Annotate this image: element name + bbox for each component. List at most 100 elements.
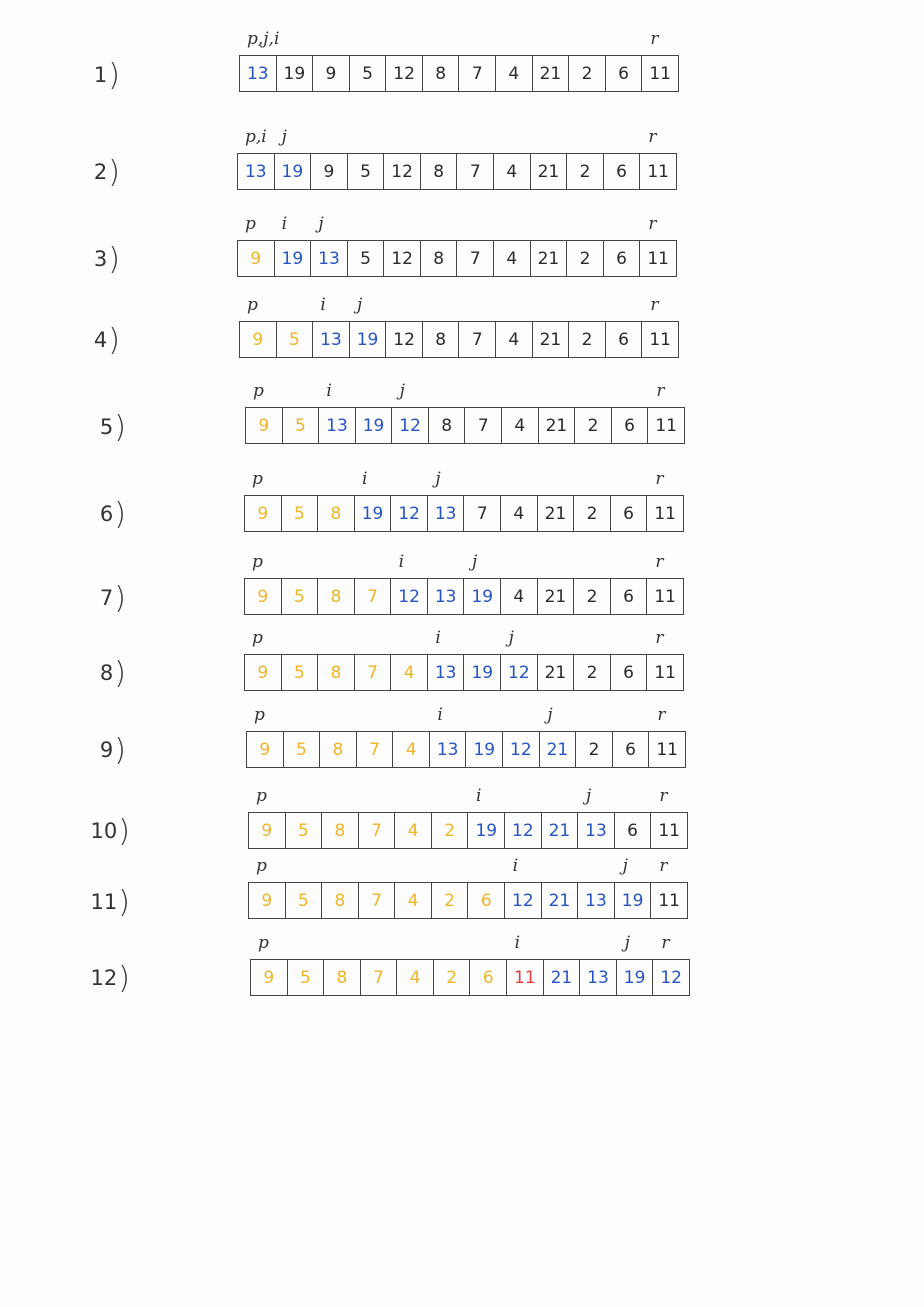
array-cell: 6	[613, 732, 650, 767]
array-row: 9 5 8 7 4 2 6 11 21 13 19 12	[250, 959, 690, 996]
step-number-text: 4	[93, 328, 108, 352]
pointer-label: r	[659, 856, 668, 876]
array-row: 9 5 8 7 4 13 19 12 21 2 6 11	[244, 654, 684, 691]
array-cell: 12	[392, 408, 429, 443]
array-cell: 7	[457, 154, 495, 189]
array-cell: 9	[249, 813, 286, 848]
step-paren: )	[114, 497, 126, 532]
array-cell: 12	[501, 655, 538, 690]
array-cell: 11	[655, 415, 677, 436]
pointer-label: p	[252, 469, 263, 489]
array-cell: 8	[324, 960, 361, 995]
array-cell: 8	[322, 813, 359, 848]
array-cell: 2	[434, 960, 471, 995]
array-cell: 21	[538, 655, 575, 690]
array-cell: 4	[494, 154, 531, 189]
array-cell: 4	[393, 732, 430, 767]
array-cell: 13	[428, 496, 465, 531]
array-cell: 19	[464, 655, 502, 690]
step-paren: )	[108, 58, 120, 93]
array-cell: 12	[391, 496, 428, 531]
array-cell: 7	[357, 732, 394, 767]
array-cell: 5	[282, 579, 319, 614]
array-cell: 9	[247, 732, 284, 767]
array-cell: 5	[282, 655, 319, 690]
pointer-label: r	[661, 933, 670, 953]
array-cell: 13	[580, 960, 617, 995]
pointer-label: i	[514, 933, 521, 953]
array-cell: 9	[251, 960, 288, 995]
array-cell: 21	[539, 408, 576, 443]
array-cell: 6	[606, 322, 643, 357]
array-row: 13 19 9 5 12 8 7 4 21 2 6 11	[239, 55, 679, 92]
pointer-label: j	[586, 786, 592, 806]
array-cell: 2	[569, 322, 606, 357]
array-cell: 7	[457, 241, 495, 276]
array-cell: 11	[658, 890, 680, 911]
array-cell: 7	[361, 960, 398, 995]
pointer-label: j	[357, 295, 363, 315]
array-cell: 21	[544, 960, 581, 995]
array-cell: 21	[533, 322, 570, 357]
array-cell: 9	[249, 883, 286, 918]
array-cell: 5	[348, 241, 385, 276]
array-cell: 5	[348, 154, 385, 189]
array-cell: 4	[494, 241, 531, 276]
array-cell: 12	[505, 813, 542, 848]
array-cell: 19	[466, 732, 504, 767]
step-number-text: 3	[93, 247, 108, 271]
array-row: 9 5 13 19 12 8 7 4 21 2 6 11	[239, 321, 679, 358]
array-cell: 19	[617, 960, 654, 995]
pointer-label: r	[655, 628, 664, 648]
step-number-text: 9	[99, 738, 114, 762]
pointer-label: p	[252, 552, 263, 572]
array-cell: 9	[246, 408, 283, 443]
array-cell: 5	[282, 496, 319, 531]
array-cell: 5	[277, 322, 314, 357]
array-cell: 11	[656, 739, 678, 760]
array-cell: 11	[654, 503, 676, 524]
array-row: 9 5 8 7 12 13 19 4 21 2 6 11	[244, 578, 684, 615]
pointer-label: r	[648, 214, 657, 234]
array-cell: 9	[240, 322, 277, 357]
step-paren: )	[108, 323, 120, 358]
pointer-label: p	[247, 295, 258, 315]
step-number: 10)	[70, 814, 130, 849]
array-cell: 8	[320, 732, 357, 767]
array-cell: 4	[395, 813, 432, 848]
array-cell: 9	[313, 56, 350, 91]
step-paren: )	[108, 155, 120, 190]
array-cell: 8	[421, 241, 458, 276]
step-number-text: 8	[99, 661, 114, 685]
step-paren: )	[114, 656, 126, 691]
array-cell: 21	[533, 56, 570, 91]
array-cell: 6	[604, 241, 641, 276]
array-cell: 2	[432, 813, 469, 848]
array-row: 13 19 9 5 12 8 7 4 21 2 6 11	[237, 153, 677, 190]
array-row: 9 5 8 7 4 2 6 12 21 13 19 11	[248, 882, 688, 919]
array-cell: 6	[615, 813, 652, 848]
array-cell: 11	[654, 662, 676, 683]
pointer-label: r	[655, 469, 664, 489]
array-row: 9 5 8 7 4 2 19 12 21 13 6 11	[248, 812, 688, 849]
pointer-label: j	[435, 469, 441, 489]
array-row: 9 5 8 7 4 13 19 12 21 2 6 11	[246, 731, 686, 768]
array-cell: 8	[318, 496, 355, 531]
pointer-label: i	[281, 214, 288, 234]
array-cell: 21	[542, 813, 579, 848]
pointer-label: r	[659, 786, 668, 806]
pointer-label: i	[398, 552, 405, 572]
array-cell: 4	[501, 579, 538, 614]
step-paren: )	[114, 410, 126, 445]
array-cell: 8	[318, 655, 355, 690]
pointer-label: i	[476, 786, 482, 806]
array-cell: 4	[391, 655, 428, 690]
array-cell: 4	[502, 408, 539, 443]
array-cell: 12	[503, 732, 540, 767]
array-cell: 19	[615, 883, 652, 918]
pointer-label: j	[472, 552, 478, 572]
pointer-label: p	[254, 705, 265, 725]
array-row: 9 19 13 5 12 8 7 4 21 2 6 11	[237, 240, 677, 277]
array-row: 9 5 13 19 12 8 7 4 21 2 6 11	[245, 407, 685, 444]
array-cell: 13	[240, 56, 277, 91]
